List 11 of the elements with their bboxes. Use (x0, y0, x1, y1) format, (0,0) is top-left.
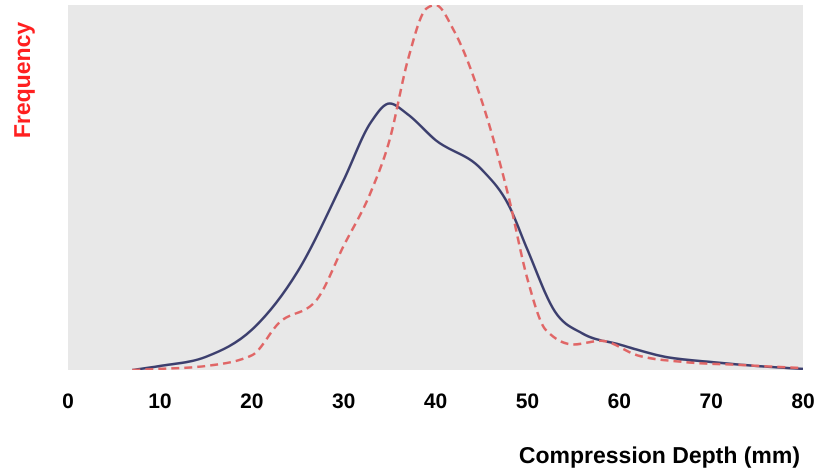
x-tick-label: 0 (62, 390, 74, 413)
x-tick-label: 20 (240, 390, 264, 413)
x-tick-label: 80 (791, 390, 815, 413)
x-tick-label: 10 (148, 390, 172, 413)
x-tick-label: 60 (608, 390, 631, 413)
x-tick-label: 50 (516, 390, 540, 413)
x-tick-label: 40 (424, 390, 448, 413)
x-tick-label: 30 (332, 390, 356, 413)
y-axis-title: Frequency (9, 22, 35, 138)
x-axis-title: Compression Depth (mm) (518, 442, 800, 468)
x-tick-label: 70 (699, 390, 723, 413)
